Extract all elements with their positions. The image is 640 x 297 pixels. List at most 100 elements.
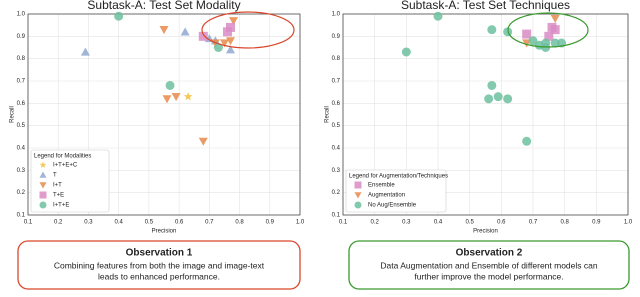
x-tick-label: 0.2	[370, 220, 379, 226]
y-tick-label: 1.0	[332, 12, 341, 18]
point	[493, 92, 503, 102]
legend-box	[345, 169, 447, 213]
y-tick-label: 0.9	[332, 34, 341, 40]
legend-marker	[39, 161, 47, 168]
y-tick-label: 0.7	[17, 79, 26, 85]
legend-marker	[354, 201, 362, 209]
point	[225, 22, 235, 32]
y-axis-label: Recall	[10, 106, 16, 123]
point	[484, 94, 494, 104]
plot-frame	[27, 13, 301, 216]
x-axis-label: Precision	[473, 229, 498, 235]
point	[433, 11, 443, 21]
observation-text: further improve the model performance.	[414, 271, 563, 281]
x-tick-label: 0.5	[465, 220, 474, 226]
point	[219, 39, 229, 48]
legend-label: I+T	[53, 183, 62, 189]
observation-box	[348, 240, 630, 290]
x-tick-label: 0.2	[54, 220, 63, 226]
legend-box	[30, 149, 110, 213]
point	[213, 43, 223, 52]
legend-marker	[39, 201, 47, 209]
point	[522, 136, 532, 146]
y-tick-label: 0.5	[17, 123, 26, 129]
legend-marker	[39, 171, 47, 178]
point	[198, 31, 208, 41]
plot-frame	[342, 13, 629, 216]
legend-label: I+T+E+C	[53, 163, 78, 169]
point	[487, 25, 497, 35]
point	[183, 92, 193, 101]
x-tick-label: 0.4	[114, 220, 123, 226]
legend-marker	[39, 182, 47, 189]
y-tick-label: 0.2	[17, 190, 26, 196]
y-tick-label: 0.8	[17, 56, 26, 62]
highlight-ellipse	[507, 12, 589, 48]
x-tick-label: 1.0	[624, 220, 633, 226]
observation-text: leads to enhanced performance.	[98, 271, 220, 281]
point	[550, 14, 560, 23]
y-tick-label: 0.4	[332, 146, 341, 152]
x-tick-label: 0.3	[84, 220, 93, 226]
point	[487, 80, 497, 90]
point	[198, 137, 208, 146]
observation-text: Data Augmentation and Ensemble of differ…	[380, 260, 597, 270]
observation-title: Observation 2	[456, 248, 523, 259]
observation-text: Combining features from both the image a…	[54, 260, 265, 270]
point	[401, 47, 411, 57]
y-tick-label: 0.7	[332, 79, 341, 85]
y-tick-label: 0.1	[332, 213, 341, 219]
point	[550, 25, 560, 35]
x-tick-label: 0.6	[175, 220, 184, 226]
chart-title: Subtask-A: Test Set Modality	[87, 0, 240, 12]
y-tick-label: 0.2	[332, 190, 341, 196]
point	[522, 29, 532, 39]
point	[225, 45, 235, 54]
x-tick-label: 0.8	[235, 220, 244, 226]
observation-box	[17, 240, 301, 290]
point	[180, 27, 190, 36]
x-tick-label: 0.1	[24, 220, 33, 226]
legend-label: No Aug/Ensemble	[368, 203, 417, 209]
legend-label: I+T+E	[53, 203, 69, 209]
point	[114, 11, 124, 21]
y-tick-label: 0.5	[332, 123, 341, 129]
x-tick-label: 0.7	[205, 220, 214, 226]
legend-marker	[354, 181, 362, 189]
point	[165, 80, 175, 90]
y-tick-label: 0.4	[17, 146, 26, 152]
point	[171, 93, 181, 102]
y-tick-label: 0.6	[17, 101, 26, 107]
legend-label: Augmentation	[368, 193, 405, 199]
x-tick-label: 0.1	[339, 220, 348, 226]
y-tick-label: 0.1	[17, 213, 26, 219]
point	[159, 26, 169, 35]
x-tick-label: 1.0	[296, 220, 305, 226]
x-tick-label: 0.7	[529, 220, 538, 226]
y-tick-label: 0.3	[332, 168, 341, 174]
x-axis-label: Precision	[152, 229, 177, 235]
legend-marker	[354, 192, 362, 199]
highlight-ellipse	[201, 11, 295, 49]
x-tick-label: 0.5	[145, 220, 154, 226]
point	[162, 95, 172, 104]
legend-marker	[39, 191, 47, 199]
legend-title: Legend for Augmentation/Techniques	[349, 174, 448, 180]
legend-label: T	[53, 173, 57, 179]
legend-label: T+E	[53, 193, 64, 199]
point	[541, 38, 551, 48]
observation-title: Observation 1	[126, 248, 193, 259]
legend-label: Ensemble	[368, 183, 395, 189]
y-tick-label: 0.3	[17, 168, 26, 174]
y-tick-label: 0.9	[17, 34, 26, 40]
y-tick-label: 0.6	[332, 101, 341, 107]
x-tick-label: 0.3	[402, 220, 411, 226]
y-tick-label: 0.8	[332, 56, 341, 62]
point	[229, 17, 239, 26]
chart-title: Subtask-A: Test Set Techniques	[401, 0, 570, 12]
point	[528, 36, 538, 46]
x-tick-label: 0.4	[434, 220, 443, 226]
y-tick-label: 1.0	[17, 12, 26, 18]
